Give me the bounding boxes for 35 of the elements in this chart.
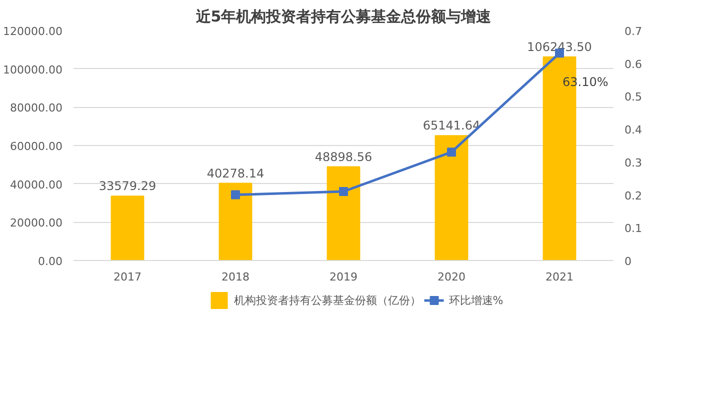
x-tick-label: 2021 xyxy=(546,270,574,284)
data-label: 48898.56 xyxy=(314,150,372,164)
y2-tick-label: 0.7 xyxy=(624,25,642,38)
data-label: 40278.14 xyxy=(206,166,264,180)
y-tick-label: 80000.00 xyxy=(10,102,63,115)
x-tick-label: 2019 xyxy=(330,270,358,284)
y2-tick-label: 0.4 xyxy=(624,124,642,137)
x-tick-label: 2020 xyxy=(438,270,466,284)
y-tick-label: 0.00 xyxy=(38,255,63,268)
bar xyxy=(110,196,144,260)
point xyxy=(447,148,456,157)
point xyxy=(231,190,240,200)
y-tick-label: 40000.00 xyxy=(10,178,63,192)
legend-label: 环比增速% xyxy=(448,292,504,308)
x-tick-label: 2017 xyxy=(114,270,142,284)
data-label: 106243.50 xyxy=(527,40,592,54)
y2-tick-label: 0.2 xyxy=(624,189,642,202)
y-tick-label: 20000.00 xyxy=(10,216,63,230)
data-label: 65141.64 xyxy=(422,118,480,133)
y2-tick-label: 0 xyxy=(624,255,632,268)
y2-tick-label: 0.5 xyxy=(624,90,642,104)
bar xyxy=(326,166,360,260)
y-tick-label: 120000.00 xyxy=(3,25,63,38)
y-tick-label: 60000.00 xyxy=(10,140,63,153)
chart-title: 近5年机构投资者持有公募基金总份额与增速 xyxy=(194,8,492,26)
bar xyxy=(434,135,468,260)
legend-label: 机构投资者持有公募基金份额（亿份） xyxy=(234,292,421,308)
x-tick-label: 2018 xyxy=(222,270,250,284)
y2-tick-label: 0.6 xyxy=(624,58,642,71)
y-tick-label: 100000.00 xyxy=(3,63,63,76)
y2-tick-label: 0.1 xyxy=(624,222,642,236)
y2-tick-label: 0.3 xyxy=(624,156,642,170)
bar xyxy=(218,182,252,260)
point xyxy=(339,187,348,196)
data-label: 33579.29 xyxy=(98,179,156,194)
